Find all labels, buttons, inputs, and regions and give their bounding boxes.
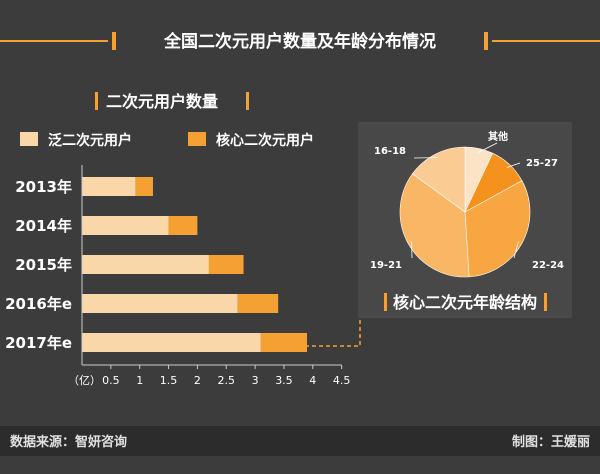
category-label: 2014年 (15, 217, 72, 235)
category-label: 2016年e (5, 295, 72, 313)
bar-pan-0 (82, 177, 136, 196)
footer-credit: 制图：王媛丽 (512, 434, 590, 450)
pie-slice-label: 16-18 (374, 146, 406, 157)
bar-chart-axis: （亿） 0.5 1 1.5 2 2.5 3 3.5 4 4.5 (68, 165, 350, 387)
bar-core-1 (168, 216, 198, 235)
category-label: 2015年 (15, 256, 72, 274)
footer-source: 数据来源：智妍咨询 (10, 434, 127, 450)
bar-chart-bars: 2013年 2014年 2015年 2016年e 2017年e (5, 177, 308, 352)
pie-slice-label: 19-21 (370, 260, 402, 271)
x-tick-label: 3 (252, 374, 259, 387)
legend-label-core: 核心二次元用户 (216, 132, 314, 149)
bar-core-3 (237, 294, 279, 313)
pie-slice-4 (411, 146, 466, 213)
connector-line (305, 318, 361, 347)
bar-chart-subtitle: 二次元用户数量 (95, 92, 249, 111)
pie-leader-line (506, 162, 521, 168)
pie-slice-label: 25-27 (526, 158, 558, 169)
pie-slice-label: 其他 (488, 130, 508, 143)
bar-core-4 (260, 333, 308, 352)
pie-title-bar-right (544, 293, 547, 311)
legend-label-pan: 泛二次元用户 (48, 132, 132, 149)
header: 全国二次元用户数量及年龄分布情况 (0, 31, 600, 52)
pie-labels: 其他 25-27 22-24 19-21 16-18 (370, 130, 564, 271)
header-bar-left (112, 32, 116, 50)
subtitle-bar-right (246, 92, 249, 110)
x-tick-label: 2.5 (218, 374, 236, 387)
bar-pan-1 (82, 216, 169, 235)
category-label: 2017年e (5, 334, 72, 352)
pie-leader-line (513, 241, 519, 259)
x-tick-label: 3.5 (275, 374, 293, 387)
bar-pan-4 (82, 333, 261, 352)
x-tick-label: 4.5 (333, 374, 351, 387)
header-bar-right (484, 32, 488, 50)
pie-slice-3 (399, 173, 470, 278)
page-title: 全国二次元用户数量及年龄分布情况 (163, 31, 436, 52)
bar-pan-2 (82, 255, 209, 274)
x-axis-unit: （亿） (68, 374, 101, 387)
bar-legend: 泛二次元用户 核心二次元用户 (20, 132, 314, 149)
bar-chart-title: 二次元用户数量 (106, 92, 218, 111)
footer-bar (0, 426, 600, 456)
pie-leader-line (478, 142, 498, 153)
x-tick-label: 2 (194, 374, 201, 387)
x-tick-label: 0.5 (102, 374, 120, 387)
bar-pan-3 (82, 294, 238, 313)
x-tick-label: 4 (309, 374, 316, 387)
category-label: 2013年 (15, 178, 72, 196)
pie-chart (399, 146, 531, 278)
pie-title-group: 核心二次元年龄结构 (384, 293, 547, 312)
bar-core-0 (135, 177, 153, 196)
pie-slice-2 (464, 180, 531, 278)
x-tick-label: 1.5 (160, 374, 178, 387)
bar-core-2 (208, 255, 244, 274)
x-tick-label: 1 (136, 374, 143, 387)
pie-chart-title: 核心二次元年龄结构 (393, 293, 537, 312)
pie-title-bar-left (384, 293, 387, 311)
legend-swatch-core (188, 132, 206, 146)
legend-swatch-pan (20, 132, 38, 146)
subtitle-bar-left (95, 92, 98, 110)
pie-slice-label: 22-24 (532, 260, 564, 271)
